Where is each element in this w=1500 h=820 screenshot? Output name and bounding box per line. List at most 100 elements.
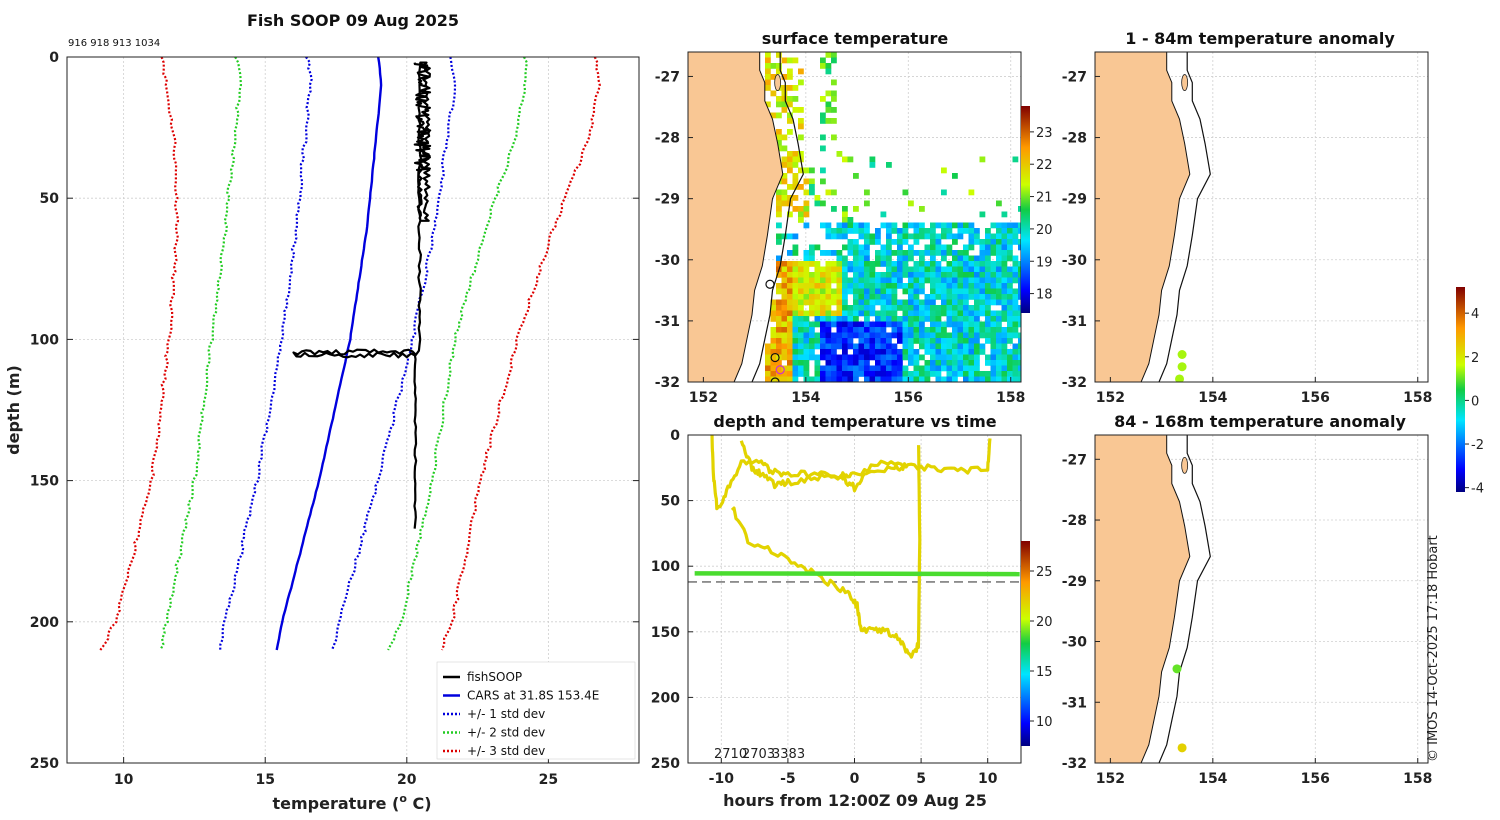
sst-pixel [814, 266, 821, 273]
sst-pixel [825, 266, 832, 273]
sst-pixel [1001, 288, 1008, 295]
sst-pixel [820, 294, 826, 300]
sst-pixel [974, 277, 980, 284]
sst-pixel [798, 206, 804, 212]
sst-pixel [880, 272, 887, 278]
sst-pixel [913, 376, 920, 382]
sst-pixel [946, 321, 953, 328]
depth-time-colorbar [1021, 541, 1030, 746]
sst-pixel [1001, 222, 1008, 229]
sst-pixel [814, 299, 821, 306]
sst-pixel [930, 360, 936, 366]
anomaly-shallow-ytick-label: -30 [1062, 253, 1088, 269]
sst-pixel [913, 371, 920, 377]
sst-pixel [985, 299, 991, 306]
sst-pixel [1007, 332, 1013, 339]
sst-pixel [897, 272, 903, 278]
sst-pixel [798, 151, 804, 157]
sst-pixel [996, 239, 1002, 245]
sst-pixel [1007, 233, 1013, 240]
sst-pixel [798, 79, 804, 86]
anomaly-shallow-ytick-label: -28 [1062, 131, 1087, 147]
sst-pixel [880, 376, 887, 382]
credit-text: © IMOS 14-Oct-2025 17:18 Hobart [1426, 535, 1441, 762]
depth-time-xtick-label: 10 [978, 771, 998, 787]
sst-pixel [891, 376, 898, 382]
sst-pixel [781, 371, 788, 377]
sst-pixel [770, 343, 777, 350]
sst-pixel [891, 288, 898, 295]
sst-pixel [875, 250, 881, 256]
sst-pixel [853, 321, 859, 328]
sst-pixel [924, 272, 931, 278]
sst-pixel [781, 288, 788, 295]
sst-pixel [902, 305, 909, 311]
sst-pixel [776, 96, 782, 102]
sst-pixel [990, 310, 997, 317]
depth-time-xtick-label: 5 [916, 771, 926, 787]
sst-pixel [952, 343, 958, 350]
sst-pixel [792, 151, 799, 157]
sst-pixel [913, 250, 920, 256]
sst-pixel [941, 250, 947, 256]
sst-pixel [836, 310, 843, 317]
sst-pixel [847, 360, 854, 366]
sst-pixel [847, 250, 854, 256]
depth-time-title: depth and temperature vs time [713, 412, 996, 431]
profile-std2-plus-line [387, 57, 529, 651]
surface-temperature-isobath [751, 52, 804, 382]
sst-pixel [1001, 250, 1008, 256]
sst-pixel [1018, 239, 1021, 245]
sst-pixel [798, 305, 804, 311]
sst-pixel [798, 294, 804, 300]
sst-pixel [825, 349, 832, 355]
sst-pixel [820, 266, 826, 273]
sst-pixel [996, 354, 1002, 361]
sst-pixel [787, 343, 793, 350]
sst-pixel [825, 310, 832, 317]
sst-pixel [897, 365, 903, 372]
sst-pixel [880, 244, 887, 251]
surface-temperature-colorbar [1021, 106, 1030, 313]
sst-pixel [1018, 288, 1021, 295]
sst-pixel [985, 310, 991, 317]
sst-pixel [814, 321, 821, 328]
sst-pixel [869, 327, 876, 333]
sst-pixel [946, 266, 953, 273]
sst-pixel [897, 327, 903, 333]
sst-pixel [1007, 244, 1013, 251]
sst-pixel [776, 195, 782, 201]
sst-pixel [1001, 211, 1008, 218]
sst-pixel [875, 343, 881, 350]
sst-pixel [985, 338, 991, 344]
sst-pixel [787, 118, 793, 124]
sst-pixel [913, 294, 920, 300]
sst-pixel [941, 288, 947, 295]
sst-pixel [1012, 316, 1019, 322]
sst-pixel [831, 272, 837, 278]
sst-pixel [776, 327, 782, 333]
sst-pixel [957, 250, 964, 256]
sst-pixel [1012, 228, 1019, 234]
legend-label: fishSOOP [467, 670, 522, 684]
sst-pixel [853, 283, 859, 289]
sst-pixel [930, 283, 936, 289]
sst-pixel [814, 360, 821, 366]
sst-pixel [864, 239, 870, 245]
sst-pixel [798, 261, 804, 267]
sst-pixel [968, 305, 975, 311]
sst-pixel [781, 195, 788, 201]
profile-ytick-label: 0 [49, 50, 59, 66]
depth-time-ytick-label: 150 [651, 625, 680, 641]
sst-pixel [1018, 266, 1021, 273]
sst-pixel [952, 327, 958, 333]
sst-pixel [974, 332, 980, 339]
sst-pixel [803, 327, 810, 333]
sst-pixel [847, 343, 854, 350]
sst-pixel [765, 85, 771, 91]
sst-pixel [792, 338, 799, 344]
sst-pixel [963, 343, 969, 350]
sst-pixel [864, 376, 870, 382]
anomaly-deep-xtick-label: 156 [1301, 771, 1330, 787]
sst-pixel [886, 349, 892, 355]
